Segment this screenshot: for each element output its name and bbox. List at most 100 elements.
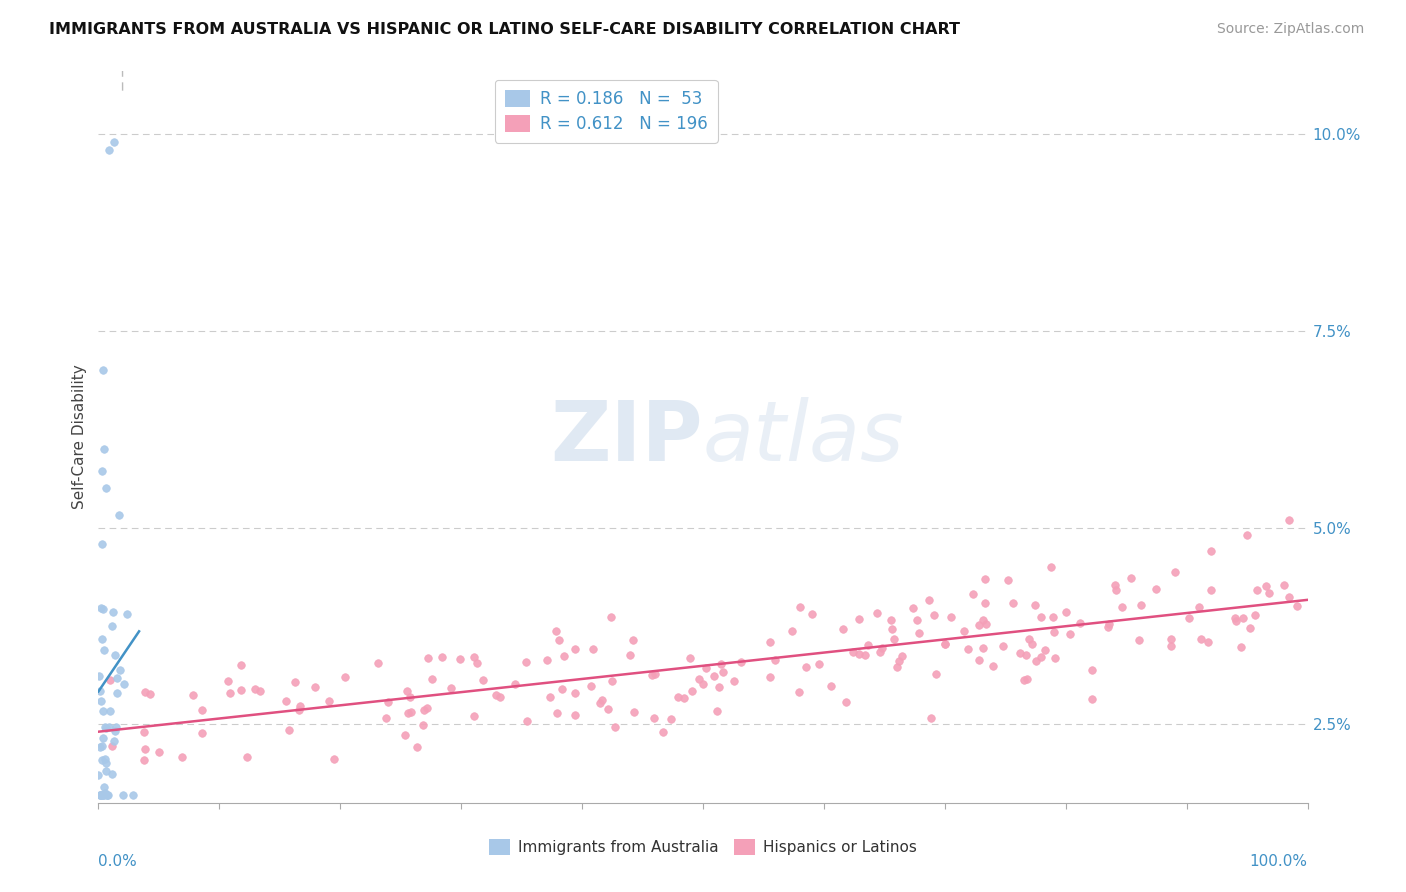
Point — [1160, 632, 1182, 647]
Point — [695, 661, 717, 675]
Point — [869, 645, 891, 659]
Point — [90, 632, 112, 646]
Point — [440, 681, 463, 695]
Point — [515, 655, 537, 669]
Point — [882, 622, 904, 636]
Point — [1059, 627, 1081, 641]
Point — [463, 708, 485, 723]
Point — [249, 684, 271, 698]
Point — [974, 596, 997, 610]
Point — [706, 704, 728, 718]
Point — [229, 657, 252, 672]
Point — [974, 572, 997, 586]
Point — [603, 720, 626, 734]
Point — [104, 720, 127, 734]
Point — [93, 442, 115, 456]
Point — [516, 714, 538, 728]
Text: atlas: atlas — [703, 397, 904, 477]
Point — [1018, 632, 1040, 646]
Point — [866, 607, 889, 621]
Point — [688, 672, 710, 686]
Point — [981, 659, 1004, 673]
Point — [1199, 544, 1222, 558]
Point — [1232, 610, 1254, 624]
Point — [1039, 560, 1062, 574]
Point — [974, 616, 997, 631]
Point — [91, 788, 114, 802]
Point — [122, 788, 145, 802]
Point — [1111, 600, 1133, 615]
Point — [191, 725, 214, 739]
Point — [503, 677, 526, 691]
Point — [703, 669, 725, 683]
Point — [835, 695, 858, 709]
Point — [96, 756, 118, 770]
Point — [377, 695, 399, 709]
Point — [1017, 673, 1039, 687]
Point — [96, 788, 118, 802]
Point — [759, 670, 782, 684]
Point — [276, 694, 298, 708]
Point — [952, 624, 974, 638]
Point — [98, 673, 121, 687]
Point — [1257, 586, 1279, 600]
Point — [1024, 598, 1046, 612]
Point — [1012, 673, 1035, 687]
Text: 100.0%: 100.0% — [1250, 854, 1308, 869]
Point — [1256, 579, 1278, 593]
Point — [939, 610, 962, 624]
Point — [641, 668, 664, 682]
Point — [623, 705, 645, 719]
Point — [1098, 617, 1121, 632]
Point — [94, 752, 117, 766]
Point — [103, 734, 125, 748]
Point — [465, 656, 488, 670]
Point — [231, 682, 253, 697]
Point — [139, 687, 162, 701]
Point — [87, 669, 110, 683]
Point — [90, 788, 112, 802]
Point — [217, 674, 239, 689]
Point — [887, 654, 910, 668]
Point — [681, 684, 703, 698]
Point — [91, 363, 114, 377]
Point — [1033, 643, 1056, 657]
Point — [780, 624, 803, 638]
Point — [564, 642, 586, 657]
Point — [666, 690, 689, 705]
Point — [997, 573, 1019, 587]
Point — [713, 665, 735, 679]
Point — [87, 768, 110, 782]
Point — [112, 677, 135, 691]
Point — [1236, 528, 1258, 542]
Point — [820, 679, 842, 693]
Point — [957, 642, 980, 657]
Point — [91, 704, 114, 718]
Point — [787, 685, 810, 699]
Point — [1189, 632, 1212, 647]
Point — [98, 143, 121, 157]
Point — [581, 680, 603, 694]
Point — [536, 652, 558, 666]
Point — [98, 720, 121, 734]
Point — [1225, 614, 1247, 628]
Point — [1144, 582, 1167, 597]
Point — [551, 682, 574, 697]
Point — [659, 712, 682, 726]
Point — [643, 711, 665, 725]
Point — [856, 638, 879, 652]
Point — [134, 742, 156, 756]
Point — [905, 613, 928, 627]
Point — [546, 706, 568, 720]
Point — [101, 766, 124, 780]
Point — [801, 607, 824, 621]
Point — [1021, 637, 1043, 651]
Legend: Immigrants from Australia, Hispanics or Latinos: Immigrants from Australia, Hispanics or … — [484, 833, 922, 861]
Point — [1130, 598, 1153, 612]
Point — [564, 708, 586, 723]
Point — [1178, 611, 1201, 625]
Point — [94, 720, 117, 734]
Point — [1243, 607, 1265, 622]
Point — [416, 651, 439, 665]
Point — [1042, 624, 1064, 639]
